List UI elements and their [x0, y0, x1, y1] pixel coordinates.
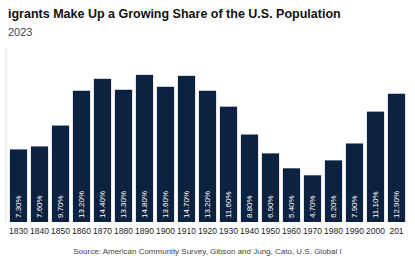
bar: [346, 143, 363, 222]
bar: [262, 153, 279, 222]
bar: [94, 79, 111, 222]
data-label: 14.70%: [182, 191, 191, 218]
data-label: 6.20%: [329, 195, 338, 218]
bars: [10, 75, 405, 222]
data-label: 6.90%: [266, 195, 275, 218]
x-tick-label: 2000: [366, 226, 385, 236]
x-tick-label: 201: [389, 226, 403, 236]
x-tick-label: 1920: [198, 226, 217, 236]
x-tick-label: 1950: [261, 226, 280, 236]
bar: [31, 146, 48, 222]
title: igrants Make Up a Growing Share of the U…: [8, 7, 341, 21]
x-tick-label: 1880: [114, 226, 133, 236]
x-tick-label: 1960: [282, 226, 301, 236]
data-label: 12.90%: [392, 191, 401, 218]
data-label: 13.20%: [77, 191, 86, 218]
data-label: 13.60%: [161, 191, 170, 218]
x-tick-label: 1980: [324, 226, 343, 236]
bar: [199, 91, 216, 222]
data-label: 4.70%: [308, 195, 317, 218]
x-tick-label: 1860: [72, 226, 91, 236]
data-label: 7.90%: [350, 195, 359, 218]
data-labels: 7.30% 7.60% 9.70% 13.20% 14.40% 13.30% 14.80% 1…: [14, 191, 401, 218]
data-label: 8.80%: [245, 195, 254, 218]
bar: [325, 160, 342, 222]
x-tick-label: 1910: [177, 226, 196, 236]
bar: [241, 135, 258, 222]
bar: [283, 168, 300, 222]
data-label: 11.60%: [224, 191, 233, 218]
x-tick-label: 1870: [93, 226, 112, 236]
bar: [52, 126, 69, 222]
x-tick-label: 1970: [303, 226, 322, 236]
y-axis-line: [6, 48, 7, 222]
data-label: 7.60%: [35, 195, 44, 218]
bar: [367, 112, 384, 222]
data-label: 14.40%: [98, 191, 107, 218]
bar: [136, 75, 153, 222]
x-tick-label: 1930: [219, 226, 238, 236]
subtitle: 2023: [8, 26, 32, 38]
data-label: 13.20%: [203, 191, 212, 218]
bar: [220, 107, 237, 222]
x-tick-label: 1830: [9, 226, 28, 236]
data-label: 9.70%: [56, 195, 65, 218]
x-tick-label: 1890: [135, 226, 154, 236]
bar: [73, 91, 90, 222]
x-tick-label: 1990: [345, 226, 364, 236]
bar: [10, 149, 27, 222]
x-tick-label: 1850: [51, 226, 70, 236]
chart: igrants Make Up a Growing Share of the U…: [0, 0, 415, 260]
data-label: 7.30%: [14, 195, 23, 218]
data-label: 13.30%: [119, 191, 128, 218]
x-tick-label: 1940: [240, 226, 259, 236]
bar: [178, 76, 195, 222]
bar: [115, 90, 132, 222]
x-tick-label: 1840: [30, 226, 49, 236]
source: Source: American Community Survey, Gibso…: [73, 247, 341, 256]
x-tick-label: 1900: [156, 226, 175, 236]
bar: [304, 175, 321, 222]
data-label: 5.40%: [287, 195, 296, 218]
x-tick-labels: 1830184018501860187018801890190019101920…: [9, 226, 404, 236]
data-label: 14.80%: [140, 191, 149, 218]
data-label: 11.10%: [371, 191, 380, 218]
bar: [388, 94, 405, 222]
bar: [157, 87, 174, 222]
